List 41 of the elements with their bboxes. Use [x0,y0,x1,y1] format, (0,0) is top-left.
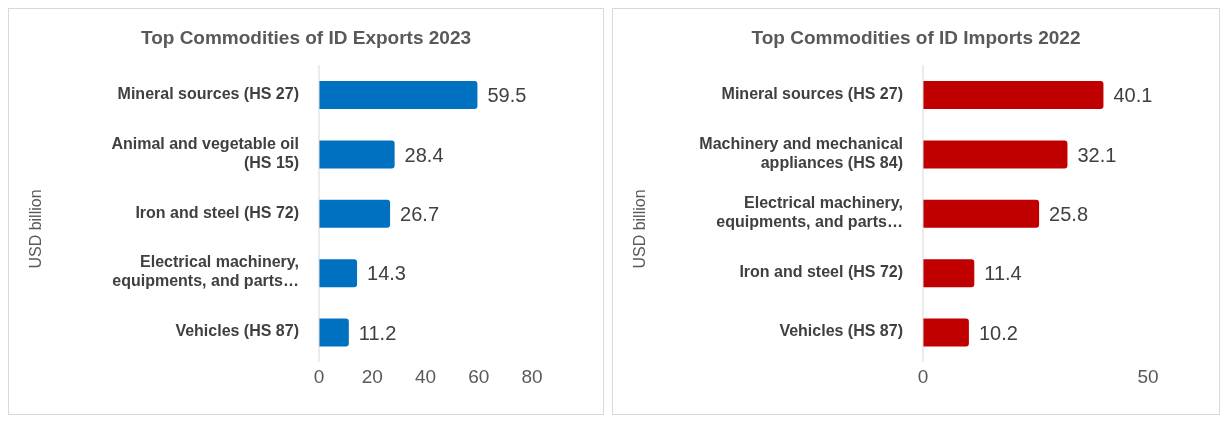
bar [923,318,969,347]
data-label: 11.2 [358,321,397,344]
data-label: 40.1 [1113,84,1153,107]
bar [923,199,1040,228]
bar [923,259,975,288]
y-tick-label: Vehicles (HS 87) [779,322,904,340]
y-tick-label: Machinery and mechanical appliances (HS 84) [699,134,904,171]
y-axis-title: USD billion [27,189,45,269]
y-tick-label: Mineral sources (HS 27) [117,84,299,102]
bar [319,318,349,347]
y-tick-label: Electrical machinery, equipments, and parts… [716,194,904,231]
y-tick-label: Electrical machinery, equipments, and parts… [112,253,299,290]
bar [319,140,395,169]
data-label: 32.1 [1077,143,1117,166]
y-tick-label: Iron and steel (HS 72) [739,263,904,281]
x-tick-label: 0 [917,366,929,388]
x-tick-label: 0 [313,366,325,388]
x-tick-label: 40 [414,366,437,388]
bar [923,81,1104,109]
bar [319,199,391,228]
bar [319,81,478,109]
y-axis-title: USD billion [631,189,649,269]
x-tick-label: 50 [1137,366,1159,388]
data-label: 59.5 [487,84,527,107]
y-tick-label: Animal and vegetable oil (HS 15) [111,134,299,171]
x-tick-label: 80 [521,366,543,388]
data-label: 28.4 [404,143,444,166]
data-label: 10.2 [978,321,1018,344]
bar [923,140,1068,169]
y-tick-label: Vehicles (HS 87) [175,322,299,340]
data-label: 25.8 [1049,202,1089,225]
data-label: 14.3 [367,262,407,285]
data-label: 11.4 [984,262,1022,285]
y-tick-label: Mineral sources (HS 27) [721,84,904,102]
chart-title: Top Commodities of ID Exports 2023 [139,27,473,50]
x-tick-label: 60 [468,366,490,388]
chart-title: Top Commodities of ID Imports 2022 [750,27,1082,50]
data-label: 26.7 [400,202,440,225]
x-tick-label: 20 [361,366,383,388]
bar [319,259,358,288]
y-tick-label: Iron and steel (HS 72) [135,203,299,221]
